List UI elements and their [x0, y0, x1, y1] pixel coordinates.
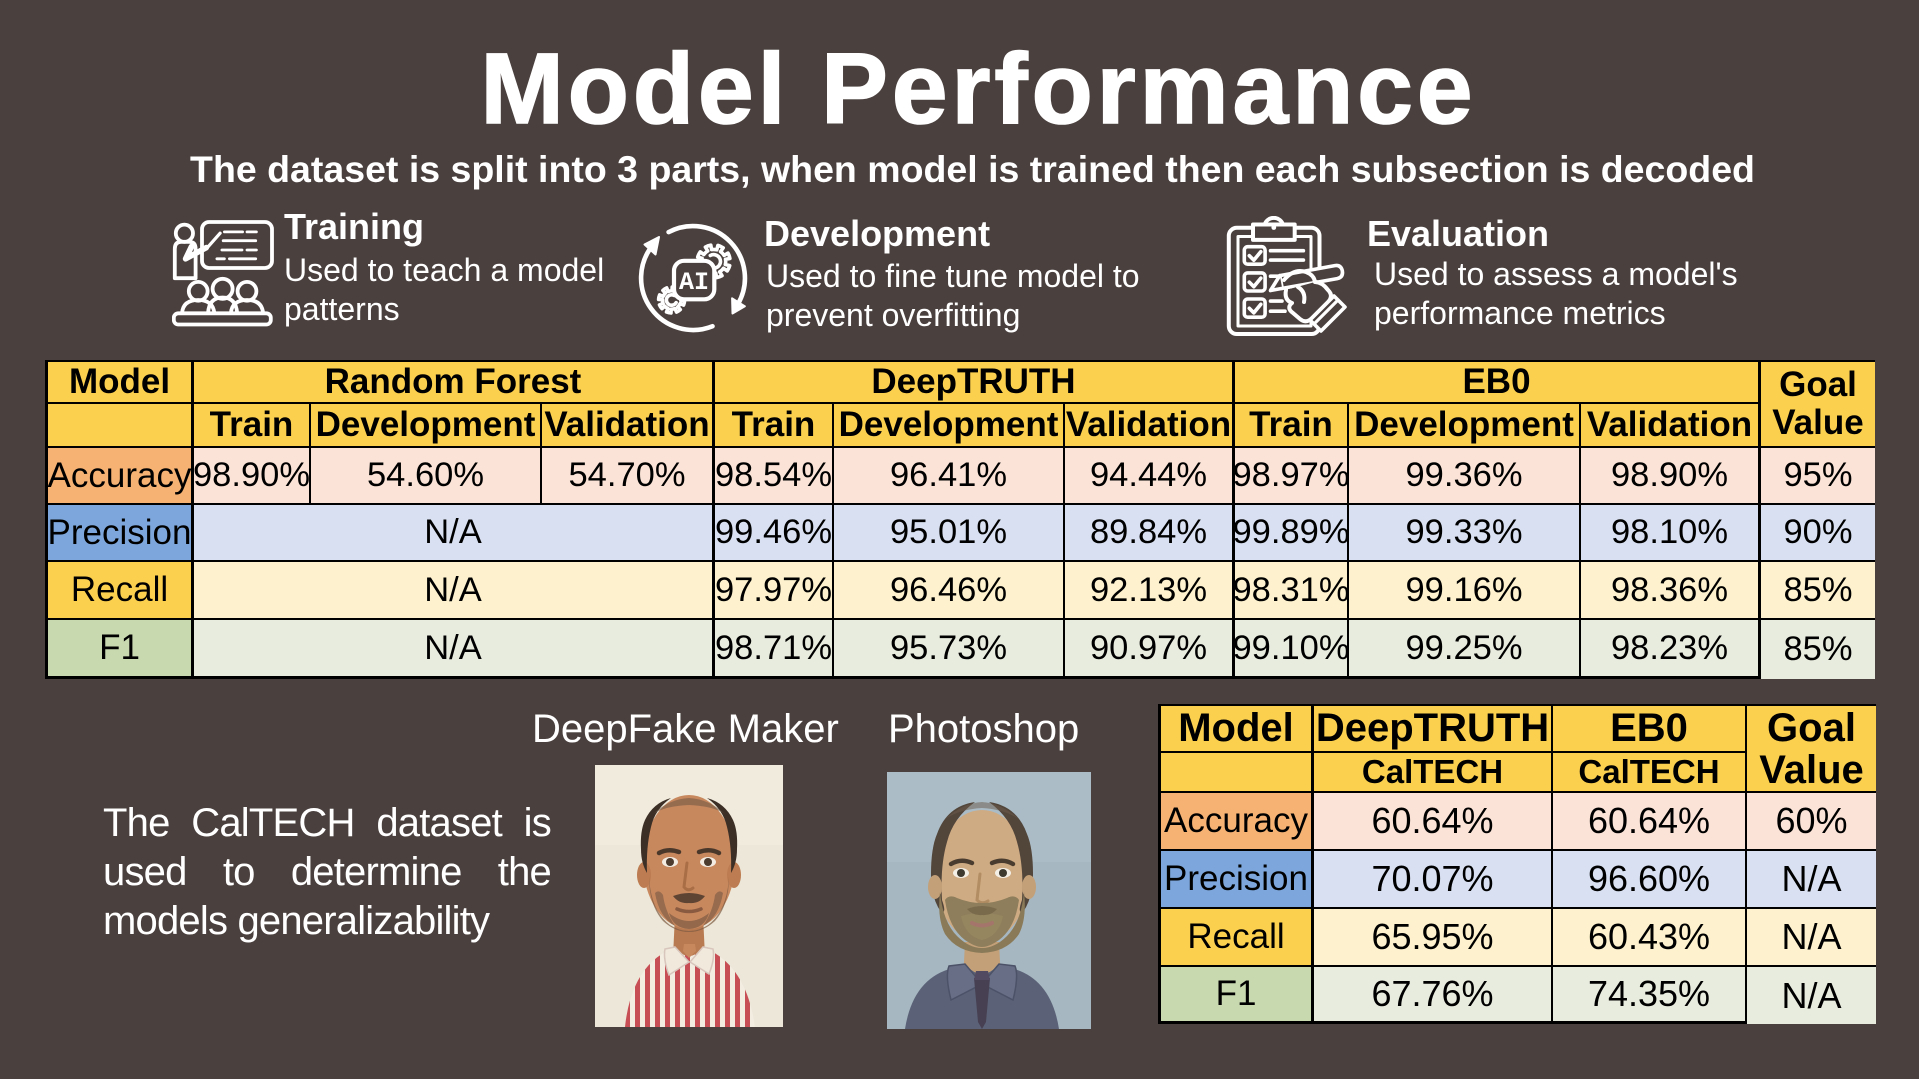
- svg-text:AI: AI: [679, 268, 709, 297]
